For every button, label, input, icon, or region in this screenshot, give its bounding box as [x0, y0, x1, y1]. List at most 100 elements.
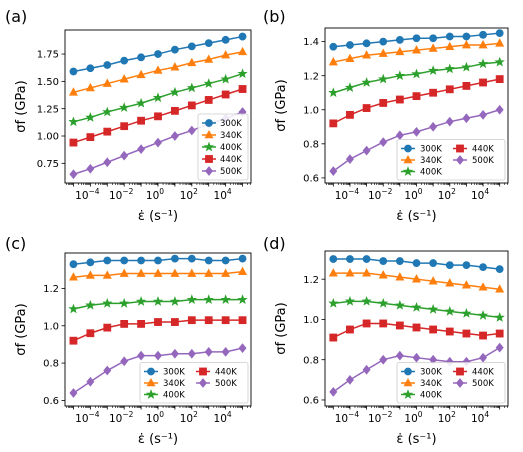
- data-point-300K: [362, 39, 371, 48]
- y-tick-label: 0.6: [303, 173, 319, 184]
- plot-data: [328, 255, 505, 397]
- data-point-440K: [395, 321, 404, 330]
- data-point-340K: [395, 272, 405, 281]
- x-tick-label: 102: [180, 187, 198, 202]
- data-point-300K: [221, 35, 230, 44]
- y-tick-label: 1.4: [303, 37, 319, 48]
- data-point-300K: [221, 256, 230, 265]
- data-point-340K: [411, 45, 422, 54]
- data-point-500K: [187, 125, 196, 136]
- data-point-340K: [102, 270, 112, 279]
- data-point-300K: [69, 67, 78, 76]
- data-point-400K: [237, 294, 248, 304]
- data-point-440K: [362, 319, 371, 328]
- x-tick-label: 104: [471, 187, 489, 202]
- data-point-340K: [461, 40, 471, 49]
- x-axis-label: ε̇ (s⁻¹): [138, 209, 178, 224]
- data-point-340K: [445, 41, 455, 51]
- y-tick-label: 1.0: [303, 315, 319, 326]
- data-point-440K: [462, 329, 471, 338]
- data-point-500K: [120, 356, 129, 367]
- data-point-340K: [153, 65, 163, 74]
- y-tick-label: 1.0: [43, 321, 59, 332]
- data-point-400K: [237, 68, 248, 79]
- data-point-440K: [137, 116, 145, 125]
- data-point-300K: [120, 56, 129, 65]
- x-tick-label: 104: [214, 410, 232, 425]
- data-point-440K: [429, 325, 438, 334]
- data-point-500K: [103, 365, 112, 376]
- plot-data: [68, 32, 248, 180]
- y-tick-label: 1.2: [43, 284, 59, 295]
- data-point-300K: [171, 254, 179, 263]
- y-tick-label: 1.00: [37, 132, 59, 143]
- x-tick-label: 102: [180, 410, 198, 425]
- data-point-340K: [153, 268, 163, 277]
- data-point-340K: [102, 78, 112, 87]
- data-point-400K: [102, 298, 113, 308]
- data-point-300K: [412, 259, 421, 267]
- x-tick-label: 102: [438, 410, 456, 425]
- data-point-440K: [329, 333, 338, 342]
- data-point-500K: [495, 104, 504, 115]
- legend-box: [396, 362, 506, 404]
- data-point-300K: [329, 255, 338, 263]
- data-point-500K: [69, 169, 78, 180]
- data-point-340K: [495, 38, 505, 47]
- data-point-400K: [119, 102, 130, 112]
- data-point-340K: [478, 40, 488, 49]
- plot-data: [68, 254, 248, 398]
- data-point-300K: [238, 32, 247, 41]
- data-point-400K: [186, 82, 197, 93]
- legend-box: [197, 113, 249, 181]
- data-point-400K: [378, 297, 389, 308]
- data-point-500K: [495, 342, 504, 353]
- data-point-340K: [238, 266, 248, 275]
- legend-marker: [199, 378, 207, 388]
- legend-entry: 500K: [215, 379, 237, 389]
- data-point-500K: [462, 113, 471, 124]
- data-point-400K: [102, 106, 113, 117]
- data-point-500K: [69, 388, 78, 398]
- legend-marker: [145, 389, 157, 399]
- data-point-340K: [221, 50, 231, 59]
- data-point-300K: [120, 256, 129, 265]
- data-point-440K: [187, 316, 196, 325]
- y-tick-label: 0.6: [303, 396, 319, 407]
- data-point-340K: [68, 87, 78, 96]
- data-point-440K: [346, 110, 354, 119]
- y-tick-label: 1.50: [37, 77, 59, 88]
- x-tick-label: 100: [146, 187, 164, 202]
- data-point-300K: [187, 254, 196, 263]
- data-point-440K: [479, 78, 487, 87]
- data-point-340K: [170, 268, 180, 277]
- data-point-400K: [394, 299, 405, 310]
- data-point-340K: [328, 268, 338, 277]
- data-point-500K: [154, 137, 162, 148]
- legend-entry: 400K: [420, 391, 442, 401]
- data-point-500K: [345, 374, 354, 385]
- data-point-440K: [204, 96, 213, 104]
- legend-entry: 340K: [420, 379, 442, 389]
- data-point-340K: [204, 54, 214, 63]
- data-point-500K: [429, 121, 438, 132]
- data-point-300K: [479, 30, 487, 39]
- data-point-340K: [68, 272, 78, 281]
- data-point-300K: [171, 45, 179, 54]
- data-point-440K: [171, 318, 179, 326]
- x-tick-label: 10−2: [109, 187, 134, 202]
- data-point-340K: [428, 276, 438, 285]
- data-point-340K: [204, 268, 214, 277]
- data-point-300K: [429, 259, 438, 267]
- data-point-400K: [152, 296, 164, 306]
- y-tick-label: 0.8: [303, 355, 319, 366]
- data-point-300K: [479, 263, 487, 272]
- panel-d: (d) 10−4 10−2 100 102 104 0.6 0.8 1.0 1.2 ε̇ (s⁻¹)…: [263, 234, 509, 447]
- data-point-400K: [461, 308, 472, 318]
- data-point-340K: [345, 268, 355, 277]
- data-point-500K: [221, 347, 230, 357]
- y-axis-label: σf (GPa): [14, 303, 29, 355]
- panel-label: (b): [263, 7, 286, 26]
- data-point-340K: [395, 46, 405, 56]
